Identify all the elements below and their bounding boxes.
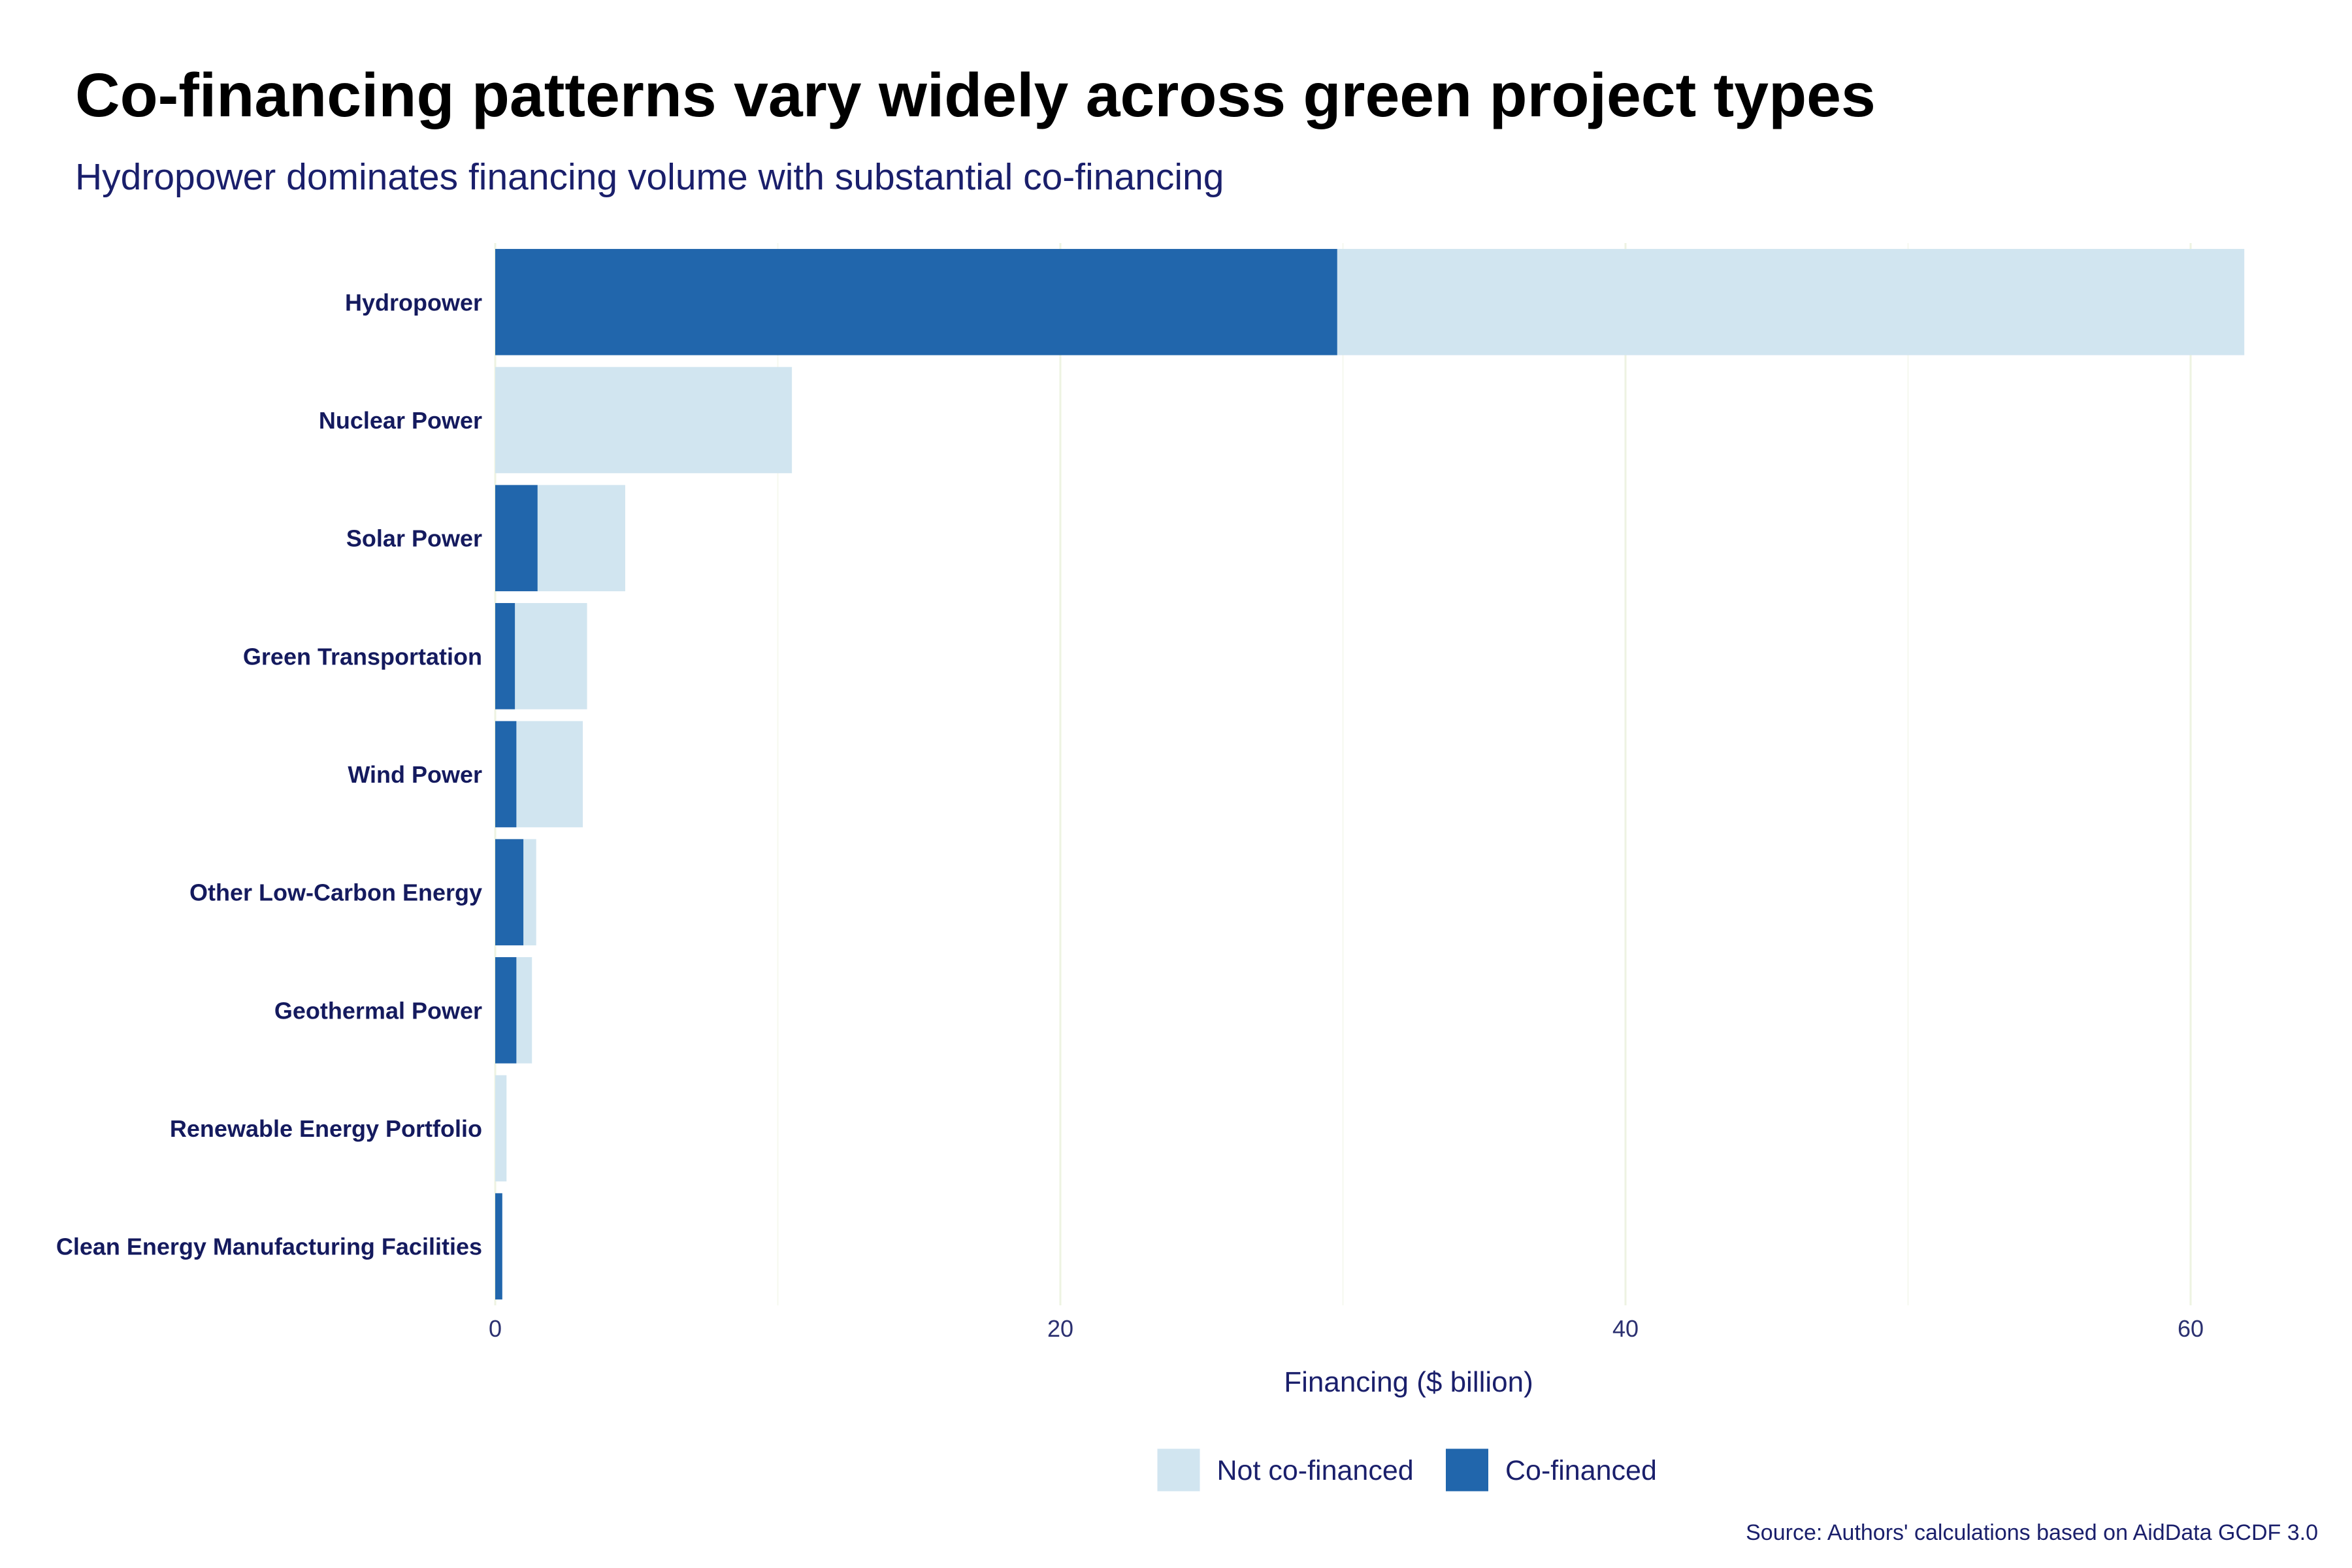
bar-not-co-financed: [523, 839, 536, 945]
bars: [495, 249, 2245, 1299]
bar-co-financed: [495, 839, 524, 945]
bar-not-co-financed: [537, 485, 625, 591]
category-label: Clean Energy Manufacturing Facilities: [56, 1233, 482, 1260]
legend-label: Not co-financed: [1217, 1455, 1414, 1486]
bar-not-co-financed: [515, 603, 587, 710]
bar-co-financed: [495, 1193, 502, 1299]
category-label: Other Low-Carbon Energy: [189, 879, 482, 906]
bar-co-financed: [495, 485, 538, 591]
category-labels: Hydropower Nuclear Power Solar Power Green …: [56, 289, 482, 1260]
x-tick-label: 40: [1612, 1315, 1639, 1342]
category-label: Solar Power: [346, 525, 482, 552]
x-axis-ticks: 0 20 40 60: [489, 1315, 2204, 1342]
x-tick-label: 20: [1047, 1315, 1073, 1342]
chart-title: Co-financing patterns vary widely across…: [75, 61, 1876, 130]
bar-not-co-financed: [516, 721, 583, 828]
category-label: Renewable Energy Portfolio: [170, 1115, 482, 1142]
legend-label: Co-financed: [1505, 1455, 1657, 1486]
category-label: Nuclear Power: [319, 407, 482, 434]
category-label: Wind Power: [348, 761, 482, 788]
bar-co-financed: [495, 721, 517, 828]
bar-not-co-financed: [495, 1075, 507, 1182]
source-caption: Source: Authors' calculations based on A…: [1746, 1520, 2318, 1545]
bar-co-financed: [495, 249, 1337, 355]
x-tick-label: 60: [2178, 1315, 2204, 1342]
legend-swatch: [1446, 1448, 1488, 1492]
bar-not-co-financed: [516, 957, 532, 1064]
bar-not-co-financed: [495, 367, 792, 474]
category-label: Green Transportation: [243, 643, 482, 670]
chart-subtitle: Hydropower dominates financing volume wi…: [75, 156, 1224, 198]
bar-not-co-financed: [1337, 249, 2245, 355]
category-label: Geothermal Power: [274, 997, 482, 1024]
bar-co-financed: [495, 603, 515, 710]
x-tick-label: 0: [489, 1315, 502, 1342]
bar-co-financed: [495, 957, 517, 1064]
category-label: Hydropower: [345, 289, 482, 316]
x-axis-title: Financing ($ billion): [1284, 1366, 1533, 1398]
legend-swatch: [1157, 1448, 1200, 1492]
legend: Not co-financed Co-financed: [1157, 1448, 1657, 1492]
